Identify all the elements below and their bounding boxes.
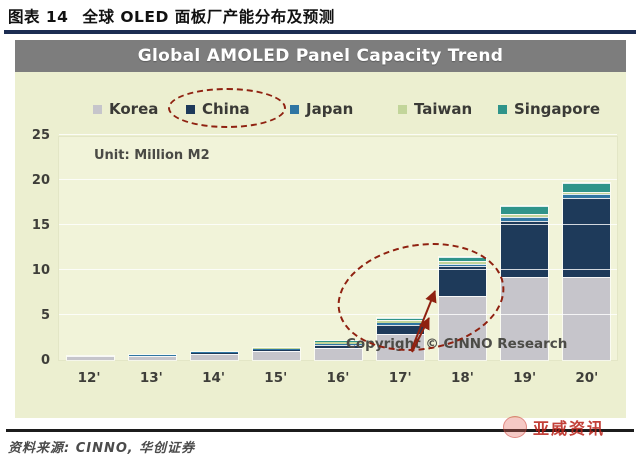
y-tick-label: 20 [31,173,50,188]
legend-label: Japan [306,100,354,118]
gridline [59,179,617,180]
gridline [59,134,617,135]
source-note: 资料来源: CINNO, 华创证券 [8,441,196,456]
y-tick-label: 5 [40,308,50,323]
bar-segment-korea [252,351,300,360]
legend-swatch-icon [93,104,102,114]
legend-swatch-icon [290,104,299,114]
x-tick-label: 15' [264,370,288,386]
legend-item-japan: Japan [290,100,354,118]
bar-14 [190,351,238,360]
header-divider [4,30,636,34]
bar-segment-japan [562,194,610,199]
x-tick-label: 18' [450,370,474,386]
bar-segment-china [376,324,424,334]
bar-segment-taiwan [376,320,424,324]
bar-segment-japan [376,323,424,325]
bar-segment-korea [190,353,238,360]
bar-segment-korea [562,277,610,360]
bar-segment-taiwan [500,214,548,217]
chart-title: Global AMOLED Panel Capacity Trend [15,40,626,72]
bar-18 [438,257,486,360]
site-watermark: 亚威资讯 [503,415,605,439]
bar-segment-korea [66,356,114,360]
legend-label: Singapore [514,100,601,118]
bar-segment-china [438,266,486,297]
figure-caption: 图表 14 全球 OLED 面板厂产能分布及预测 [8,5,335,27]
gridline [59,269,617,270]
legend-label: Taiwan [414,100,473,118]
bar-segment-singapore [500,206,548,215]
legend-swatch-icon [398,104,407,114]
bar-segment-japan [438,263,486,267]
figure-title: 全球 OLED 面板厂产能分布及预测 [82,8,335,26]
bar-segment-china [562,198,610,278]
y-tick-label: 15 [31,218,50,233]
y-tick-label: 10 [31,263,50,278]
bar-segment-taiwan [562,191,610,195]
bar-segment-korea [128,355,176,360]
bar-segment-singapore [314,341,362,343]
bar-segment-taiwan [438,261,486,264]
bar-segment-korea [500,277,548,360]
bar-segment-korea [438,296,486,360]
legend-label: Korea [109,100,159,118]
x-tick-label: 12' [77,370,101,386]
bar-19 [500,206,548,360]
legend-item-singapore: Singapore [498,100,601,118]
bar-20 [562,182,610,360]
bar-segment-japan [314,343,362,345]
x-tick-label: 19' [513,370,537,386]
bar-segment-singapore [562,182,610,192]
bar-segment-china [314,344,362,349]
legend-item-korea: Korea [93,100,159,118]
x-tick-label: 13' [139,370,163,386]
x-tick-label: 20' [575,370,599,386]
x-tick-label: 14' [202,370,225,386]
copyright-watermark: Copyright © CINNO Research [346,336,568,352]
bar-segment-korea [314,348,362,360]
footer-divider [6,429,634,432]
bar-segment-china [500,220,548,278]
legend-swatch-icon [498,104,507,114]
bar-12 [66,355,114,360]
figure-label: 图表 14 [8,8,69,26]
bar-segment-taiwan [314,342,362,344]
bar-segment-japan [252,349,300,351]
bar-16 [314,341,362,360]
bar-segment-japan [190,352,238,354]
gridline [59,314,617,315]
bar-segment-taiwan [252,348,300,350]
annotation-ellipse-china-legend [168,88,286,128]
unit-label: Unit: Million M2 [94,148,210,163]
chart-figure: Global AMOLED Panel Capacity Trend Korea… [15,40,626,418]
bars-container [59,137,617,360]
bar-segment-japan [500,216,548,221]
bar-segment-singapore [438,257,486,262]
gridline [59,224,617,225]
legend-item-taiwan: Taiwan [398,100,473,118]
y-tick-label: 0 [40,353,50,368]
plot-area: Unit: Million M2 Copyright © CINNO Resea… [58,134,618,361]
x-axis: 12' 13' 14' 15' 16' 17' 18' 19' 20' [58,370,618,386]
x-tick-label: 16' [326,370,350,386]
x-tick-label: 17' [388,370,412,386]
y-tick-label: 25 [31,128,50,143]
bar-13 [128,354,176,360]
bar-15 [252,348,300,360]
bar-segment-singapore [376,317,424,321]
watermark-text: 亚威资讯 [533,419,606,438]
watermark-logo-icon [503,416,527,438]
bar-segment-china [252,350,300,351]
